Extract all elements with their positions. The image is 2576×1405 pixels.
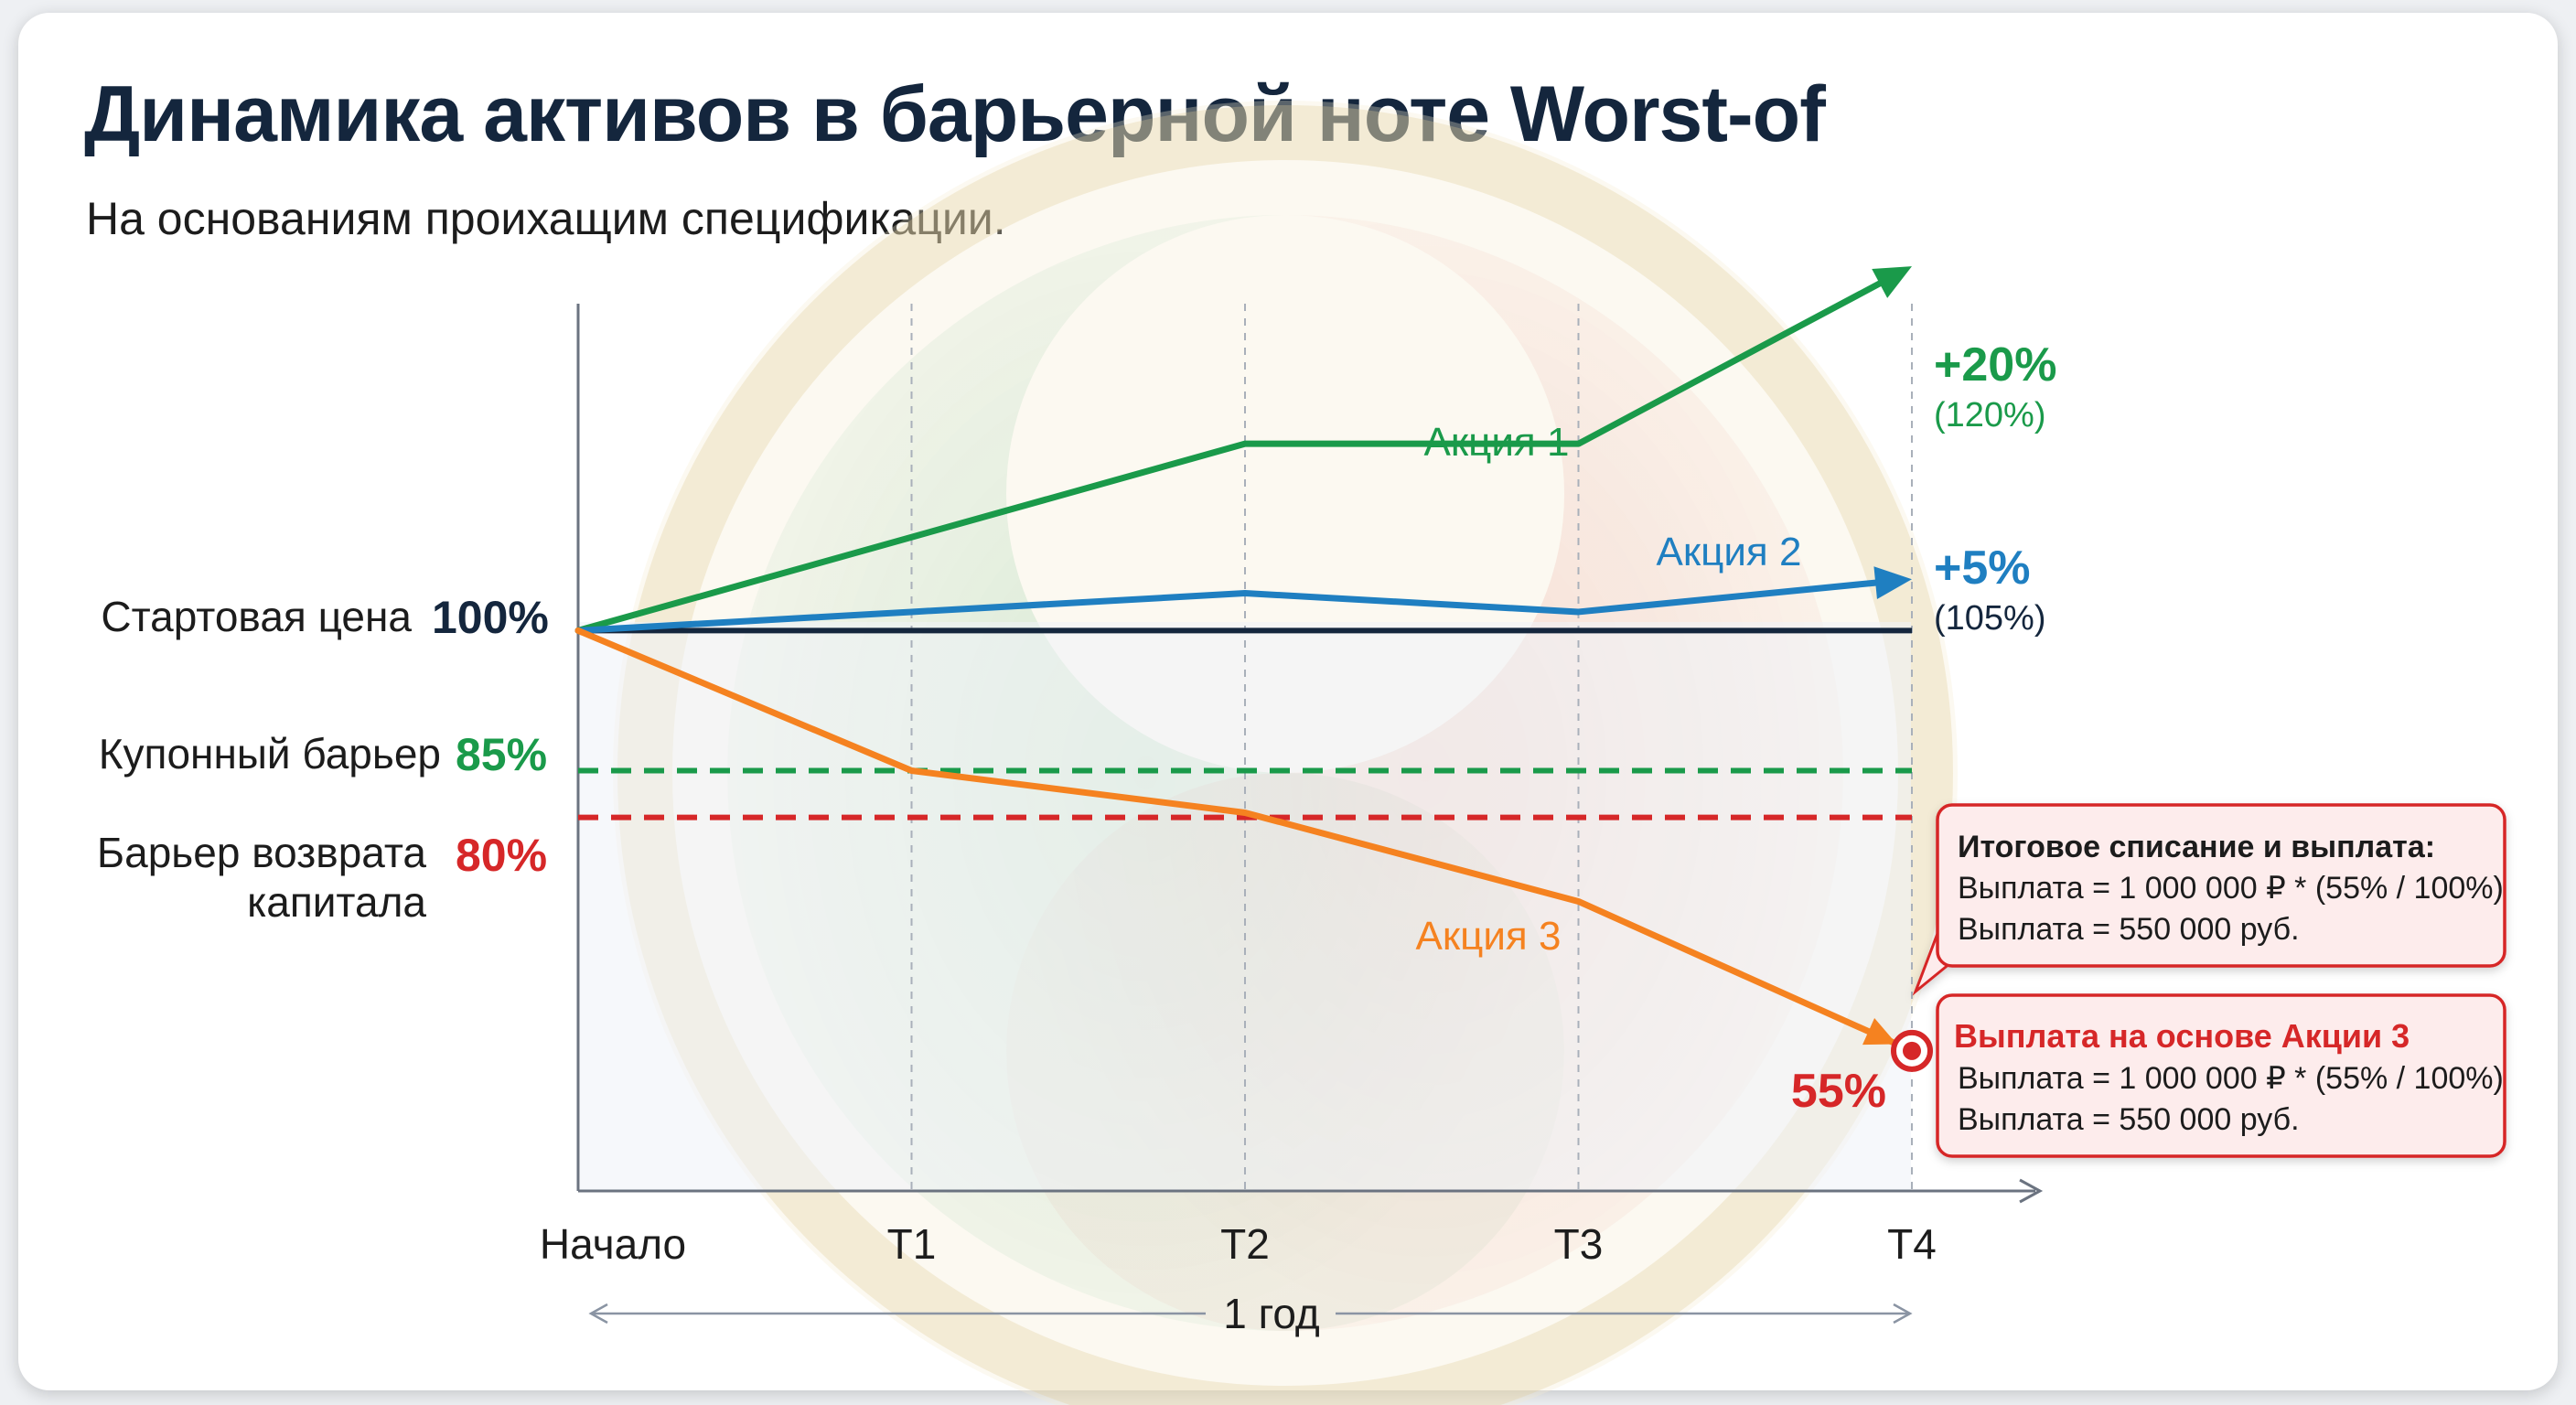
- x-tick-label: T3: [1554, 1220, 1604, 1268]
- ref-label-start: Стартовая цена: [101, 593, 412, 640]
- page-subtitle: На основаниям проихащим спецификации.: [86, 193, 1006, 244]
- period-arrow-right-icon: [1893, 1303, 1913, 1325]
- callout-payout-title: Выплата на основе Акции 3: [1954, 1017, 2410, 1055]
- callout-summary-line2: Выплата = 550 000 руб.: [1958, 912, 2300, 947]
- x-tick-labels: Начало T1 T2 T3 T4: [540, 1220, 1937, 1268]
- grid-lines: [910, 304, 1913, 1191]
- ref-label-coupon: Купонный барьер: [99, 730, 441, 778]
- end-change-2: +5%: [1934, 542, 2031, 595]
- x-tick-label: T4: [1887, 1220, 1937, 1268]
- x-axis-arrow-icon: [2019, 1178, 2044, 1204]
- callout-summary-title: Итоговое списание и выплата:: [1958, 830, 2435, 864]
- ref-value-capital: 80%: [456, 830, 547, 881]
- ref-label-capital-2: капитала: [247, 878, 426, 926]
- series-lines: [574, 266, 1912, 1047]
- x-tick-label: Начало: [540, 1220, 686, 1268]
- period-label: 1 год: [1223, 1290, 1320, 1337]
- ref-value-coupon: 85%: [456, 729, 547, 780]
- ref-label-capital-1: Барьер возврата: [97, 829, 426, 876]
- series-arrow-3-icon: [1862, 1017, 1897, 1046]
- series-label-3: Акция 3: [1416, 914, 1562, 959]
- callout-summary: [1912, 803, 2506, 996]
- ref-value-start: 100%: [432, 592, 549, 643]
- end-level-2: (105%): [1934, 599, 2046, 638]
- end-change-3: 55%: [1791, 1065, 1886, 1118]
- series-label-1: Акция 1: [1424, 420, 1570, 465]
- endpoint-marker: [1891, 1029, 1933, 1072]
- end-level-1: (120%): [1934, 396, 2046, 434]
- reference-lines: [578, 627, 1912, 820]
- series-arrow-2-icon: [1873, 566, 1912, 600]
- series-line-1: [574, 280, 1884, 634]
- callout-summary-line1: Выплата = 1 000 000 ₽ * (55% / 100%): [1958, 871, 2504, 906]
- series-line-3: [574, 627, 1882, 1039]
- callout-payout: [1936, 993, 2506, 1158]
- callout-payout-line2: Выплата = 550 000 руб.: [1958, 1102, 2300, 1137]
- x-tick-label: T2: [1220, 1220, 1270, 1268]
- series-arrow-1-icon: [1872, 266, 1912, 298]
- x-tick-label: T1: [887, 1220, 937, 1268]
- callout-payout-line1: Выплата = 1 000 000 ₽ * (55% / 100%): [1958, 1061, 2504, 1096]
- series-line-2: [574, 579, 1879, 634]
- page-title: Динамика активов в барьерной ноте Worst-…: [84, 70, 1826, 158]
- end-change-1: +20%: [1934, 338, 2056, 391]
- period-arrow-left-icon: [588, 1303, 608, 1325]
- series-label-2: Акция 2: [1657, 530, 1802, 574]
